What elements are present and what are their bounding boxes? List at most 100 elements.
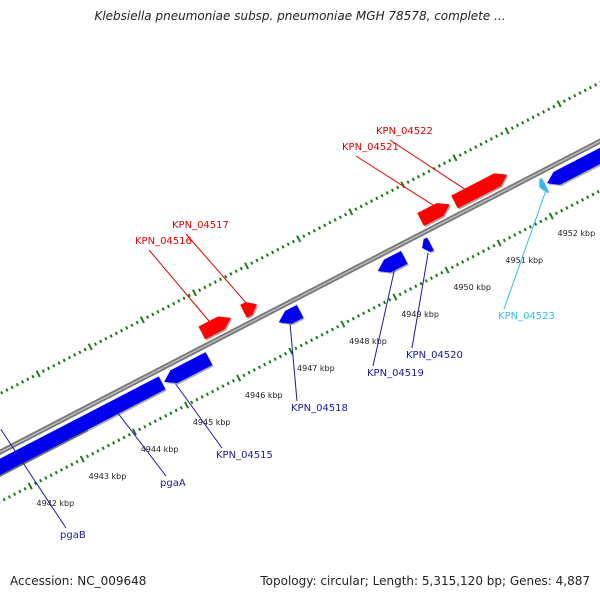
gene-pgaa[interactable] <box>0 376 166 503</box>
reverse-track-tick <box>398 292 402 297</box>
forward-track-tick <box>556 100 562 108</box>
reverse-track-tick <box>554 211 559 216</box>
gene-kpn-04515-label[interactable]: KPN_04515 <box>216 450 273 461</box>
forward-track-tick <box>15 382 19 387</box>
gene-kpn-04516-label[interactable]: KPN_04516 <box>135 236 192 247</box>
reverse-track-tick <box>138 427 142 432</box>
reverse-track-tick <box>325 330 329 334</box>
reverse-track-tick <box>75 459 79 464</box>
reverse-track-tick <box>466 257 470 262</box>
forward-track-tick <box>57 361 61 365</box>
reverse-track-tick <box>190 400 194 405</box>
forward-track-tick <box>510 126 514 130</box>
gene-kpn-04523[interactable] <box>539 177 549 193</box>
backbone-layer <box>0 138 600 455</box>
reverse-track-tick <box>403 289 407 294</box>
forward-track-tick <box>203 285 207 290</box>
forward-track-tick <box>484 139 488 144</box>
gene-pgab-label[interactable]: pgaB <box>60 530 86 541</box>
reverse-track-tick <box>153 419 157 424</box>
forward-track-tick <box>411 177 415 182</box>
forward-track-tick <box>370 199 374 203</box>
gene-kpn-04523-label[interactable]: KPN_04523 <box>498 311 555 322</box>
reverse-track-tick <box>591 192 595 197</box>
forward-track-tick <box>526 118 530 122</box>
reverse-track-tick <box>518 230 522 235</box>
forward-track-tick <box>296 235 302 243</box>
reverse-track-tick <box>392 293 398 301</box>
forward-track-tick <box>125 326 129 330</box>
reverse-track-tick <box>596 189 600 194</box>
reverse-track-tick <box>278 354 282 359</box>
gene-kpn-04515[interactable] <box>164 352 213 384</box>
reverse-track-tick <box>336 324 340 329</box>
gene-kpn-04517-label[interactable]: KPN_04517 <box>172 220 229 231</box>
reverse-track-tick <box>424 279 428 283</box>
gene-labels-layer: pgaB pgaA KPN_04515 KPN_04516 KPN_04517 KPN_0… <box>0 126 555 541</box>
forward-track-tick <box>552 104 556 109</box>
reverse-track-tick <box>91 451 95 456</box>
forward-track-tick <box>224 274 228 279</box>
gene-kpn-04520[interactable] <box>422 237 434 252</box>
gene-kpn-04522-leader-line <box>389 139 465 190</box>
forward-track-tick <box>198 288 202 292</box>
gene-kpn-04524[interactable] <box>546 128 600 185</box>
forward-track-tick <box>500 131 504 136</box>
backbone-line <box>0 138 600 455</box>
reverse-track-tick <box>330 327 335 332</box>
forward-track-tick <box>234 269 238 274</box>
reverse-track-tick <box>164 414 168 418</box>
forward-track-tick <box>568 96 572 101</box>
gene-kpn-04522-label[interactable]: KPN_04522 <box>376 126 433 137</box>
reverse-track-tick <box>242 373 246 378</box>
reverse-track-tick <box>195 397 199 402</box>
forward-track-tick <box>78 350 82 355</box>
accession-text: Accession: NC_009648 <box>10 574 147 588</box>
scale-tick-label: 4949 kbp <box>401 310 439 319</box>
reverse-track-tick <box>13 492 17 496</box>
forward-track-tick <box>265 253 269 257</box>
reverse-track-tick <box>117 438 121 442</box>
reverse-track-tick <box>367 308 371 313</box>
gene-kpn-04516[interactable] <box>198 316 232 340</box>
reverse-track-tick <box>388 297 392 302</box>
gene-kpn-04522[interactable] <box>451 173 508 209</box>
forward-track-tick <box>479 142 483 147</box>
reverse-track-tick <box>570 203 574 208</box>
gene-kpn-04523-leader-line <box>503 191 546 310</box>
scale-tick-label: 4952 kbp <box>558 229 596 238</box>
tick-dots-layer <box>0 80 600 504</box>
forward-track-tick <box>338 215 342 220</box>
forward-track-tick <box>35 370 41 378</box>
scale-tick-label: 4948 kbp <box>349 337 387 346</box>
gene-kpn-04518[interactable] <box>278 304 304 324</box>
forward-track-tick <box>172 301 176 306</box>
reverse-track-tick <box>444 266 450 274</box>
gene-kpn-04521-label[interactable]: KPN_04521 <box>342 142 399 153</box>
gene-kpn-04521[interactable] <box>417 203 450 227</box>
forward-track-tick <box>161 307 165 311</box>
forward-track-tick <box>437 164 441 168</box>
reverse-track-tick <box>257 365 262 370</box>
gene-kpn-04520-label[interactable]: KPN_04520 <box>406 350 463 361</box>
reverse-track-tick <box>340 320 346 328</box>
forward-track-tick <box>208 282 212 287</box>
reverse-track-tick <box>65 465 69 469</box>
reverse-track-tick <box>544 216 548 221</box>
reverse-track-tick <box>580 198 585 202</box>
map-title: Klebsiella pneumoniae subsp. pneumoniae … <box>94 9 506 23</box>
forward-track-tick <box>260 255 264 260</box>
gene-kpn-04517-leader-line <box>185 233 247 303</box>
forward-track-tick <box>463 150 467 155</box>
reverse-track-tick <box>528 225 532 229</box>
gene-kpn-04519-label[interactable]: KPN_04519 <box>367 368 424 379</box>
forward-track-tick <box>87 343 93 351</box>
gene-kpn-04519[interactable] <box>377 250 408 273</box>
reverse-track-tick <box>356 314 361 318</box>
gene-kpn-04517[interactable] <box>240 302 258 318</box>
reverse-track-tick <box>315 335 319 340</box>
gene-pgaa-label[interactable]: pgaA <box>160 478 186 489</box>
reverse-track-tick <box>539 219 543 224</box>
gene-kpn-04518-label[interactable]: KPN_04518 <box>291 403 348 414</box>
reverse-track-tick <box>351 316 355 321</box>
